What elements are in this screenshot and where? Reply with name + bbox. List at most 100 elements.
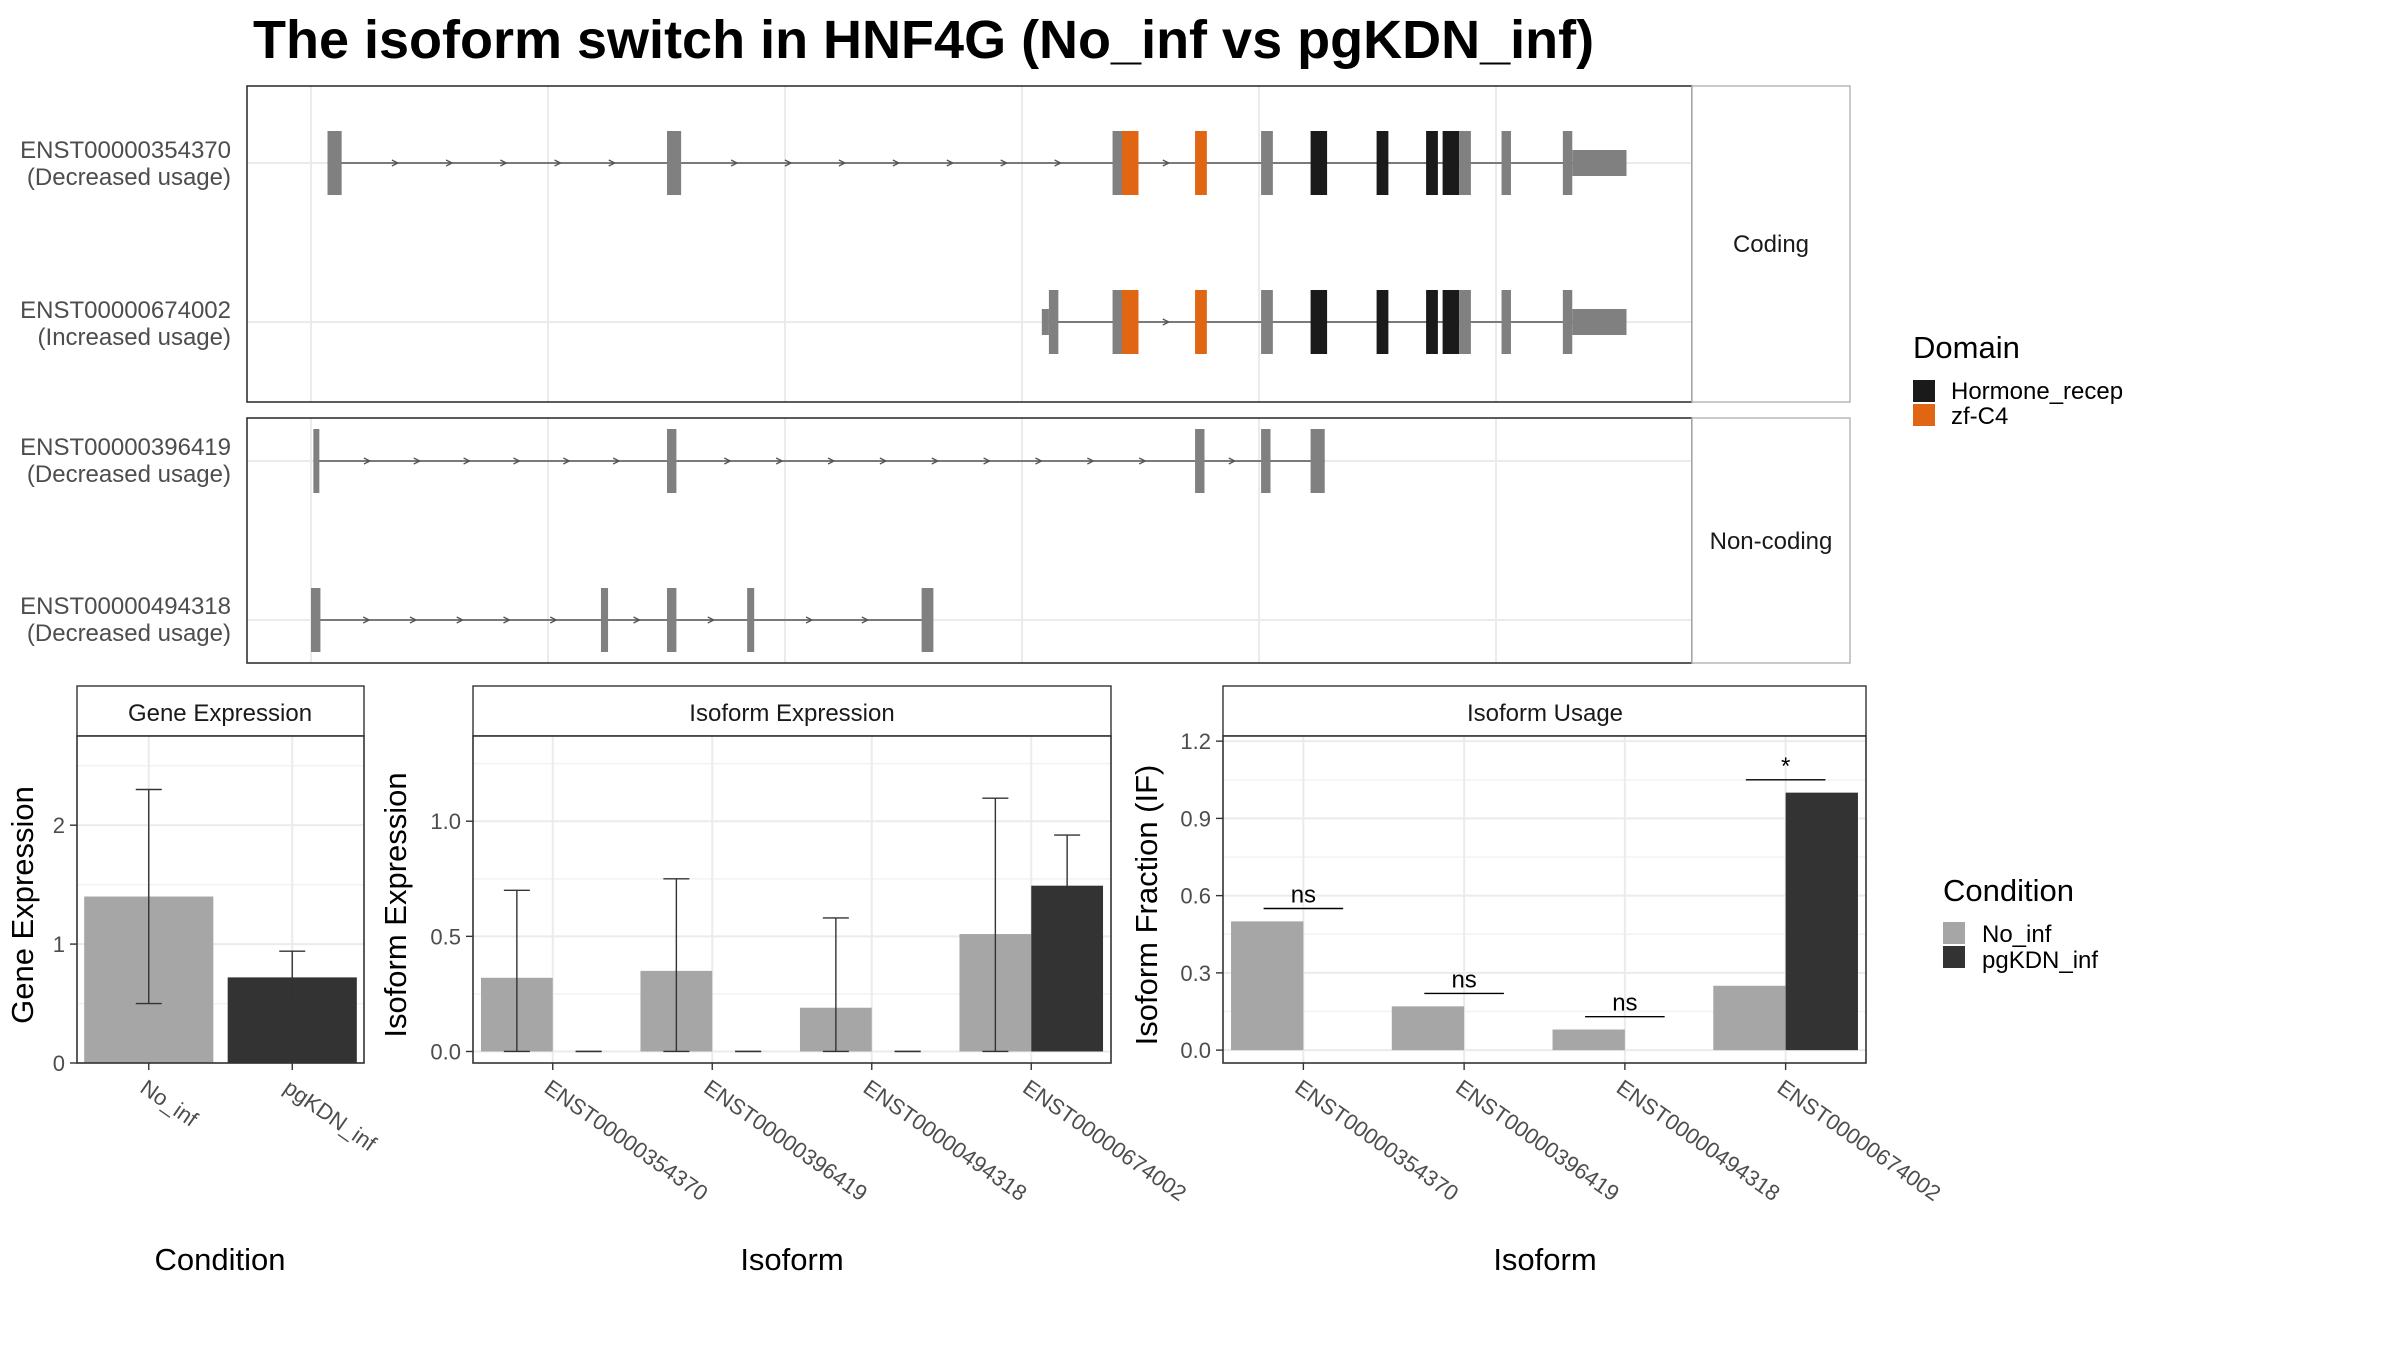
transcript-label-id: ENST00000396419: [20, 434, 231, 461]
bar: [1231, 921, 1304, 1051]
isoform-expression-x-title: Isoform: [740, 1242, 843, 1277]
y-tick-label: 2: [53, 813, 65, 838]
exon: [921, 588, 934, 652]
y-tick-label: 0.0: [430, 1039, 461, 1064]
y-tick-label: 0.5: [430, 924, 461, 949]
intron-arrow: [784, 159, 793, 167]
isoform-usage-strip-label: Isoform Usage: [1467, 700, 1623, 727]
exon: [313, 429, 320, 493]
coding-transcripts: [327, 131, 1627, 354]
intron-arrow: [554, 159, 562, 167]
y-tick-label: 1.0: [430, 809, 461, 834]
x-tick-label: ENST00000354370: [1291, 1075, 1464, 1206]
domain-exon: [1121, 290, 1139, 354]
domain-legend: Domain Hormone_recep zf-C4: [1913, 330, 2123, 430]
exon: [1261, 429, 1271, 493]
intron-arrow: [503, 616, 511, 624]
intron-arrow: [1228, 457, 1237, 465]
legend-key-pgkdn-inf: [1943, 946, 1965, 968]
isoform-expression-strip: [472, 685, 1112, 737]
exon: [1562, 290, 1573, 354]
bar: [1785, 792, 1858, 1051]
plot-border: [1222, 735, 1867, 1064]
exon: [1112, 131, 1122, 195]
isoform-usage-plot: nsnsns*0.00.30.60.91.2ENST00000354370ENS…: [1180, 729, 1945, 1206]
isoform-usage-y-title: Isoform Fraction (IF): [1129, 765, 1164, 1046]
exon: [1562, 131, 1573, 195]
intron-arrow: [946, 159, 955, 167]
legend-label-no-inf: No_inf: [1982, 921, 2052, 948]
domain-exon: [1310, 131, 1328, 195]
exon: [747, 588, 755, 652]
intron-arrow: [827, 457, 836, 465]
domain-exon: [1442, 290, 1460, 354]
y-tick-label: 1: [53, 932, 65, 957]
x-tick-label: ENST00000674002: [1773, 1075, 1946, 1206]
intron-arrow: [633, 616, 641, 624]
domain-exon: [1310, 290, 1328, 354]
exon: [600, 588, 609, 652]
domain-exon: [1442, 131, 1460, 195]
x-tick-label: ENST00000396419: [699, 1075, 872, 1206]
exon: [1195, 429, 1205, 493]
isoform-expression-panel: Isoform Expression 0.0 0.5 1.0 ENST00000354…: [378, 685, 1191, 1277]
noncoding-strip-label: Non-coding: [1710, 528, 1833, 555]
intron-arrow: [730, 159, 739, 167]
intron-arrow: [931, 457, 940, 465]
intron-arrow: [363, 457, 372, 465]
exon: [666, 429, 677, 493]
x-tick-label: pgKDN_inf: [279, 1075, 381, 1157]
intron-arrow: [861, 616, 870, 624]
exon: [1112, 290, 1122, 354]
transcript-label-usage: (Increased usage): [38, 324, 231, 351]
x-tick-label: ENST00000494318: [1612, 1075, 1785, 1206]
domain-exon: [1376, 290, 1389, 354]
intron-arrow: [838, 159, 847, 167]
isoform-usage-panel: Isoform Usage ns ns ns * 0.0 0.3 0.6 0.9 1.2 ENST…: [1129, 685, 1945, 1277]
legend-key-zf-c4: [1913, 404, 1935, 426]
intron-arrow: [879, 457, 888, 465]
legend-key-hormone-recep: [1913, 380, 1935, 402]
isoform-expression-strip-label: Isoform Expression: [689, 700, 894, 727]
significance-label: ns: [1612, 990, 1637, 1017]
significance-label: *: [1781, 753, 1790, 780]
intron-arrow: [1138, 457, 1147, 465]
domain-exon: [1195, 131, 1207, 195]
intron-arrow: [612, 457, 621, 465]
figure-title: The isoform switch in HNF4G (No_inf vs p…: [253, 10, 1594, 70]
gene-expression-y-title: Gene Expression: [5, 786, 40, 1024]
intron-arrow: [463, 457, 472, 465]
legend-label-hormone-recep: Hormone_recep: [1951, 378, 2123, 405]
noncoding-strip: [1691, 417, 1851, 664]
intron-arrow: [1162, 159, 1171, 167]
intron-arrow: [445, 159, 454, 167]
legend-label-pgkdn-inf: pgKDN_inf: [1982, 947, 2098, 974]
exon: [1261, 290, 1273, 354]
bar: [1391, 1006, 1465, 1051]
domain-exon: [1426, 290, 1438, 354]
exon: [1310, 429, 1325, 493]
intron-arrow: [608, 159, 617, 167]
gene-expression-x-title: Condition: [155, 1242, 286, 1277]
x-tick-label: ENST00000494318: [859, 1075, 1032, 1206]
exon: [1048, 290, 1059, 354]
plot-border: [76, 735, 365, 1064]
intron-arrow: [1087, 457, 1095, 465]
transcript-label-usage: (Decreased usage): [27, 164, 231, 191]
exon: [1572, 150, 1627, 176]
bar: [1713, 985, 1786, 1051]
exon: [666, 131, 682, 195]
intron-arrow: [563, 457, 571, 465]
intron-arrow: [513, 457, 521, 465]
domain-exon: [1121, 131, 1139, 195]
gene-expression-strip-label: Gene Expression: [128, 700, 312, 727]
intron-arrow: [1162, 318, 1171, 326]
intron-arrow: [892, 159, 901, 167]
y-tick-label: 0.9: [1180, 806, 1211, 831]
y-tick-label: 0.6: [1180, 884, 1211, 909]
intron-arrow: [775, 457, 784, 465]
significance-label: ns: [1291, 882, 1316, 909]
transcript-label-id: ENST00000354370: [20, 137, 231, 164]
